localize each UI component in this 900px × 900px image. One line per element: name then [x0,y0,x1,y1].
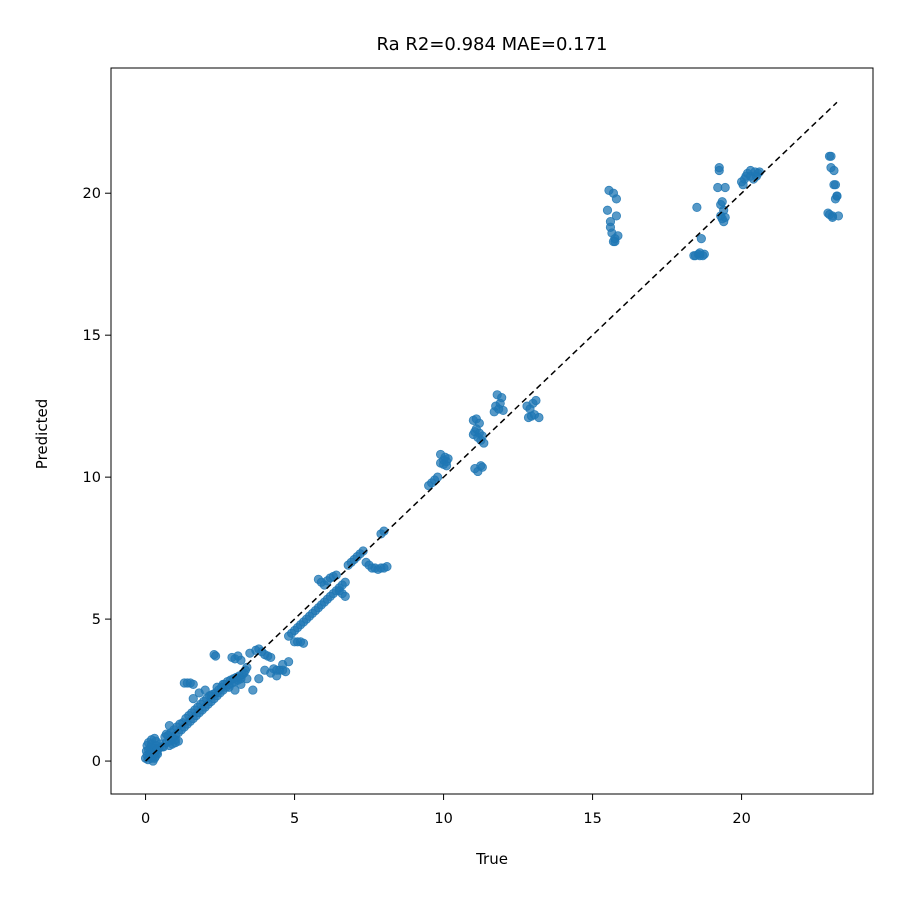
data-point [534,412,544,423]
data-point [149,733,160,743]
y-tick-label: 10 [83,470,101,486]
data-point [230,685,240,695]
data-point [474,418,484,428]
y-tick-label: 15 [83,328,101,344]
data-point [266,652,276,663]
data-point [829,165,839,176]
data-point [830,180,841,190]
data-point [832,191,842,201]
x-axis-ticks: 0 5 10 15 20 [141,794,751,827]
data-point [497,393,507,403]
data-point [433,472,443,482]
data-point [284,657,294,667]
data-point [720,212,730,222]
data-point [161,729,172,739]
data-point [720,182,730,193]
data-point [435,449,446,460]
data-point [382,561,392,572]
data-point [379,526,389,536]
y-tick-label: 5 [92,612,101,628]
data-point [254,674,264,684]
data-point [750,167,760,177]
data-point [479,438,489,448]
plot-frame [110,67,874,795]
x-tick-label: 5 [290,811,299,827]
reference-line [145,101,838,762]
y-axis-label: Predicted [33,399,51,469]
data-point [717,197,727,207]
data-point [206,691,216,701]
data-point [695,248,705,258]
data-point [170,735,180,745]
data-point [531,395,541,406]
data-point [340,591,350,601]
x-tick-label: 10 [434,811,452,827]
data-point [692,202,702,213]
data-point [498,405,508,416]
data-point [696,234,706,244]
data-point [281,667,291,677]
data-point [242,662,252,672]
x-tick-label: 20 [732,811,750,827]
x-tick-label: 15 [583,811,601,827]
data-point [236,679,246,690]
data-point [188,694,198,704]
data-point [188,679,198,690]
data-point [236,655,246,665]
data-point [248,685,258,695]
data-point [477,462,487,472]
y-tick-label: 20 [83,186,101,202]
data-point [298,638,309,648]
y-tick-label: 0 [92,754,101,770]
data-point [340,577,350,587]
data-point [714,163,724,173]
data-point [826,151,836,161]
y-axis-ticks: 0 5 10 15 20 [83,186,111,770]
data-point [210,651,221,661]
x-tick-label: 0 [141,811,150,827]
x-axis-label: True [475,850,508,868]
data-point [824,209,835,220]
data-point [358,546,368,556]
data-point [149,753,160,763]
data-point [441,461,452,471]
data-point [611,211,622,221]
chart-title: Ra R2=0.984 MAE=0.171 [377,34,608,55]
data-point [331,570,341,580]
data-points [140,151,844,766]
data-point [164,720,175,731]
data-point [610,236,620,247]
data-point [200,685,210,695]
data-point [242,674,252,684]
data-point [602,205,613,215]
data-point [611,194,622,204]
data-point [605,222,616,232]
